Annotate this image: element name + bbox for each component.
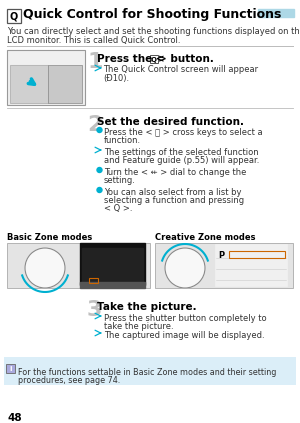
Circle shape bbox=[97, 127, 102, 132]
Text: take the picture.: take the picture. bbox=[104, 322, 174, 331]
FancyBboxPatch shape bbox=[7, 8, 20, 22]
Text: Q: Q bbox=[151, 57, 157, 63]
Text: Q: Q bbox=[9, 11, 18, 21]
Text: (Ð10).: (Ð10). bbox=[103, 74, 129, 83]
Bar bbox=[258, 9, 294, 17]
Text: P: P bbox=[218, 251, 224, 260]
Text: The Quick Control screen will appear: The Quick Control screen will appear bbox=[103, 65, 258, 74]
Text: 48: 48 bbox=[7, 413, 22, 423]
FancyBboxPatch shape bbox=[6, 364, 15, 374]
Text: Quick Control for Shooting Functions: Quick Control for Shooting Functions bbox=[23, 8, 281, 21]
Text: For the functions settable in Basic Zone modes and their setting: For the functions settable in Basic Zone… bbox=[18, 368, 276, 377]
Text: setting.: setting. bbox=[104, 176, 136, 185]
Text: Press the shutter button completely to: Press the shutter button completely to bbox=[104, 314, 267, 323]
Bar bbox=[215, 244, 287, 286]
Bar bbox=[10, 65, 48, 103]
Bar bbox=[7, 243, 150, 288]
Text: Turn the < ⇷ > dial to change the: Turn the < ⇷ > dial to change the bbox=[104, 168, 246, 177]
Circle shape bbox=[25, 248, 65, 288]
Bar bbox=[80, 243, 145, 285]
Bar bbox=[48, 65, 82, 103]
Circle shape bbox=[97, 187, 102, 192]
Bar bbox=[82, 248, 143, 283]
Text: Basic Zone modes: Basic Zone modes bbox=[7, 233, 92, 242]
Bar bbox=[229, 251, 285, 258]
Text: LCD monitor. This is called Quick Control.: LCD monitor. This is called Quick Contro… bbox=[7, 36, 181, 45]
Text: Press the <: Press the < bbox=[97, 54, 165, 64]
Text: You can directly select and set the shooting functions displayed on the: You can directly select and set the shoo… bbox=[7, 27, 300, 36]
Text: and Feature guide (p.55) will appear.: and Feature guide (p.55) will appear. bbox=[104, 156, 260, 165]
FancyBboxPatch shape bbox=[150, 55, 158, 63]
Text: selecting a function and pressing: selecting a function and pressing bbox=[104, 196, 244, 205]
Bar bbox=[10, 65, 48, 103]
Text: 1: 1 bbox=[87, 52, 103, 72]
Text: procedures, see page 74.: procedures, see page 74. bbox=[18, 376, 120, 385]
Text: < Q >.: < Q >. bbox=[104, 204, 133, 213]
Text: i: i bbox=[9, 365, 12, 371]
Text: You can also select from a list by: You can also select from a list by bbox=[104, 188, 242, 197]
Circle shape bbox=[165, 248, 205, 288]
Text: Press the < ⭢ > cross keys to select a: Press the < ⭢ > cross keys to select a bbox=[104, 128, 262, 137]
Text: Take the picture.: Take the picture. bbox=[97, 302, 196, 312]
Bar bbox=[4, 357, 296, 385]
Text: Set the desired function.: Set the desired function. bbox=[97, 117, 244, 127]
Bar bbox=[89, 278, 98, 283]
Text: The captured image will be displayed.: The captured image will be displayed. bbox=[104, 331, 265, 340]
Text: The settings of the selected function: The settings of the selected function bbox=[104, 148, 259, 157]
Text: 2: 2 bbox=[87, 115, 102, 135]
Text: Creative Zone modes: Creative Zone modes bbox=[155, 233, 256, 242]
Bar bbox=[80, 282, 145, 288]
Text: function.: function. bbox=[104, 136, 141, 145]
Text: > button.: > button. bbox=[158, 54, 214, 64]
Text: 3: 3 bbox=[87, 300, 102, 320]
Bar bbox=[155, 243, 293, 288]
Circle shape bbox=[97, 168, 102, 173]
Bar bbox=[7, 50, 85, 105]
